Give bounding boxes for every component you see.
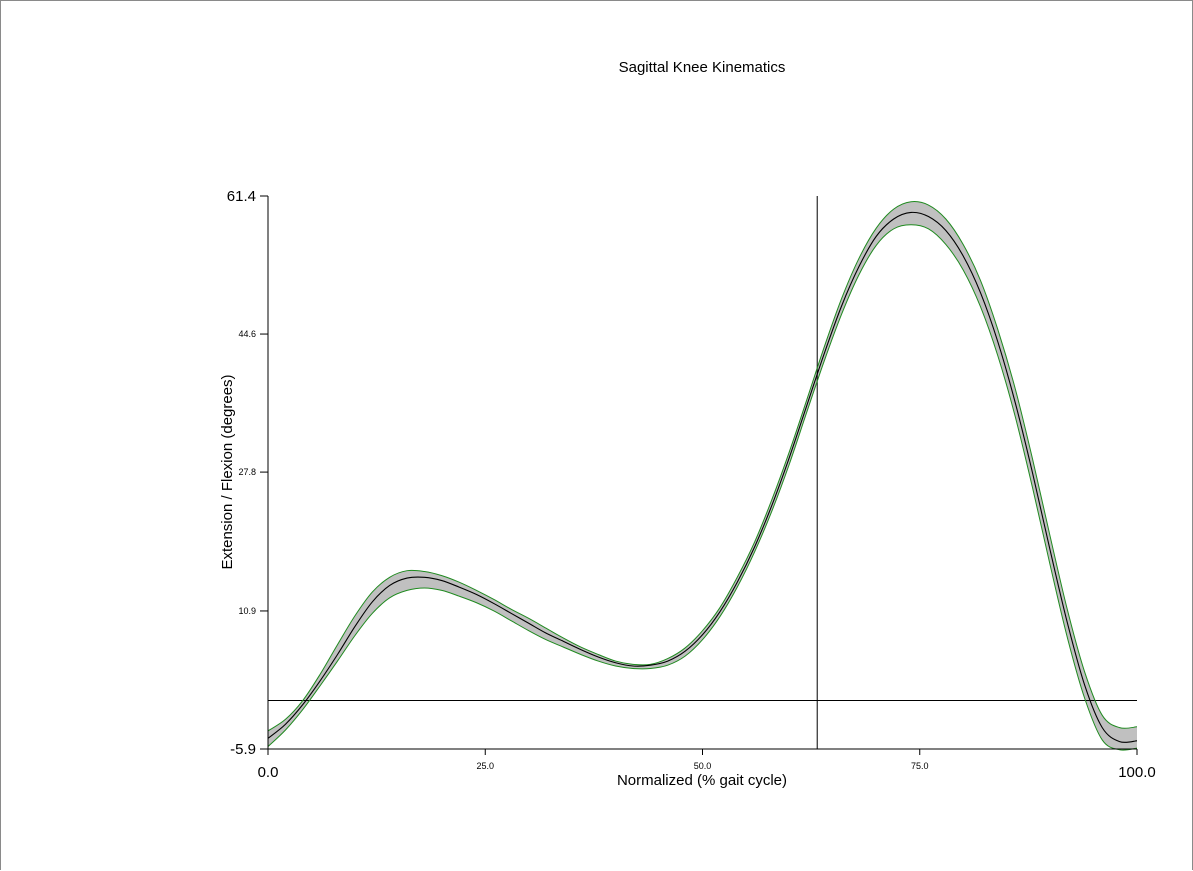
x-axis-label: Normalized (% gait cycle) bbox=[617, 772, 787, 789]
mean-line bbox=[267, 211, 1138, 743]
std-band-fill bbox=[268, 201, 1137, 751]
y-tick-label: 10.9 bbox=[238, 606, 256, 616]
y-axis-label: Extension / Flexion (degrees) bbox=[219, 374, 236, 569]
chart-title: Sagittal Knee Kinematics bbox=[619, 59, 786, 76]
x-tick-label: 25.0 bbox=[476, 761, 494, 771]
y-tick-label: -5.9 bbox=[230, 741, 256, 758]
y-tick-label: 44.6 bbox=[238, 329, 256, 339]
x-tick-label: 100.0 bbox=[1118, 764, 1156, 781]
band-upper-line bbox=[267, 201, 1138, 732]
band-lower-line bbox=[267, 224, 1138, 751]
x-tick-label: 50.0 bbox=[694, 761, 712, 771]
x-tick-label: 0.0 bbox=[258, 764, 279, 781]
y-tick-label: 27.8 bbox=[238, 467, 256, 477]
y-tick-label: 61.4 bbox=[227, 188, 256, 205]
x-tick-label: 75.0 bbox=[911, 761, 929, 771]
